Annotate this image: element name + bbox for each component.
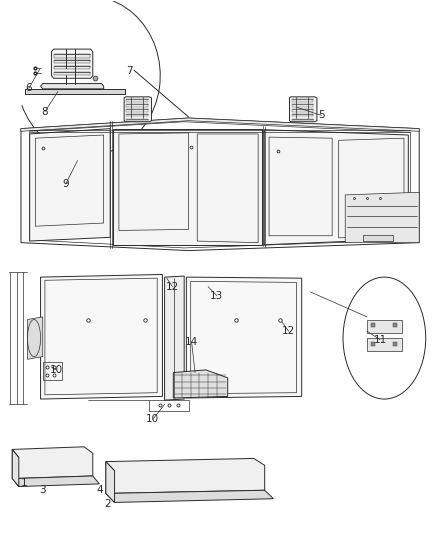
Text: 9: 9: [63, 179, 69, 189]
Polygon shape: [367, 338, 402, 351]
Polygon shape: [30, 128, 110, 241]
Polygon shape: [345, 192, 419, 243]
Polygon shape: [186, 277, 302, 398]
Polygon shape: [106, 458, 265, 494]
Text: 1: 1: [21, 478, 27, 488]
Polygon shape: [51, 49, 93, 78]
Bar: [54, 66, 90, 69]
Text: 10: 10: [50, 365, 63, 375]
Text: 13: 13: [210, 290, 223, 301]
Polygon shape: [41, 274, 162, 399]
Polygon shape: [367, 319, 402, 333]
Text: 12: 12: [282, 326, 295, 336]
Bar: [54, 72, 90, 75]
Text: 7: 7: [127, 67, 133, 76]
Text: 11: 11: [374, 335, 387, 345]
Polygon shape: [12, 449, 19, 487]
Bar: [292, 100, 314, 102]
Polygon shape: [41, 84, 104, 89]
Bar: [126, 114, 148, 116]
Polygon shape: [12, 447, 93, 479]
Text: 10: 10: [146, 414, 159, 424]
Text: 12: 12: [166, 281, 179, 292]
Polygon shape: [28, 317, 43, 359]
Text: 4: 4: [96, 485, 102, 495]
Bar: [54, 60, 90, 63]
Polygon shape: [12, 476, 99, 487]
Text: 8: 8: [42, 107, 48, 117]
Polygon shape: [106, 490, 273, 503]
Text: 6: 6: [25, 83, 32, 93]
Bar: [54, 54, 90, 58]
Bar: [126, 118, 148, 121]
Bar: [126, 104, 148, 107]
Text: 14: 14: [185, 337, 198, 347]
Polygon shape: [25, 89, 125, 94]
Bar: [126, 109, 148, 112]
Polygon shape: [113, 128, 261, 245]
Bar: [126, 100, 148, 102]
Text: 3: 3: [39, 485, 46, 495]
Bar: [292, 109, 314, 112]
Polygon shape: [106, 462, 115, 503]
Polygon shape: [124, 97, 152, 122]
Bar: [292, 114, 314, 116]
Text: 5: 5: [318, 110, 325, 120]
Polygon shape: [165, 276, 184, 400]
Bar: [292, 104, 314, 107]
Polygon shape: [173, 370, 228, 398]
Polygon shape: [290, 97, 317, 122]
Text: 2: 2: [105, 499, 111, 509]
Bar: [292, 118, 314, 121]
Polygon shape: [264, 130, 408, 245]
Polygon shape: [21, 118, 419, 131]
Polygon shape: [363, 235, 393, 241]
